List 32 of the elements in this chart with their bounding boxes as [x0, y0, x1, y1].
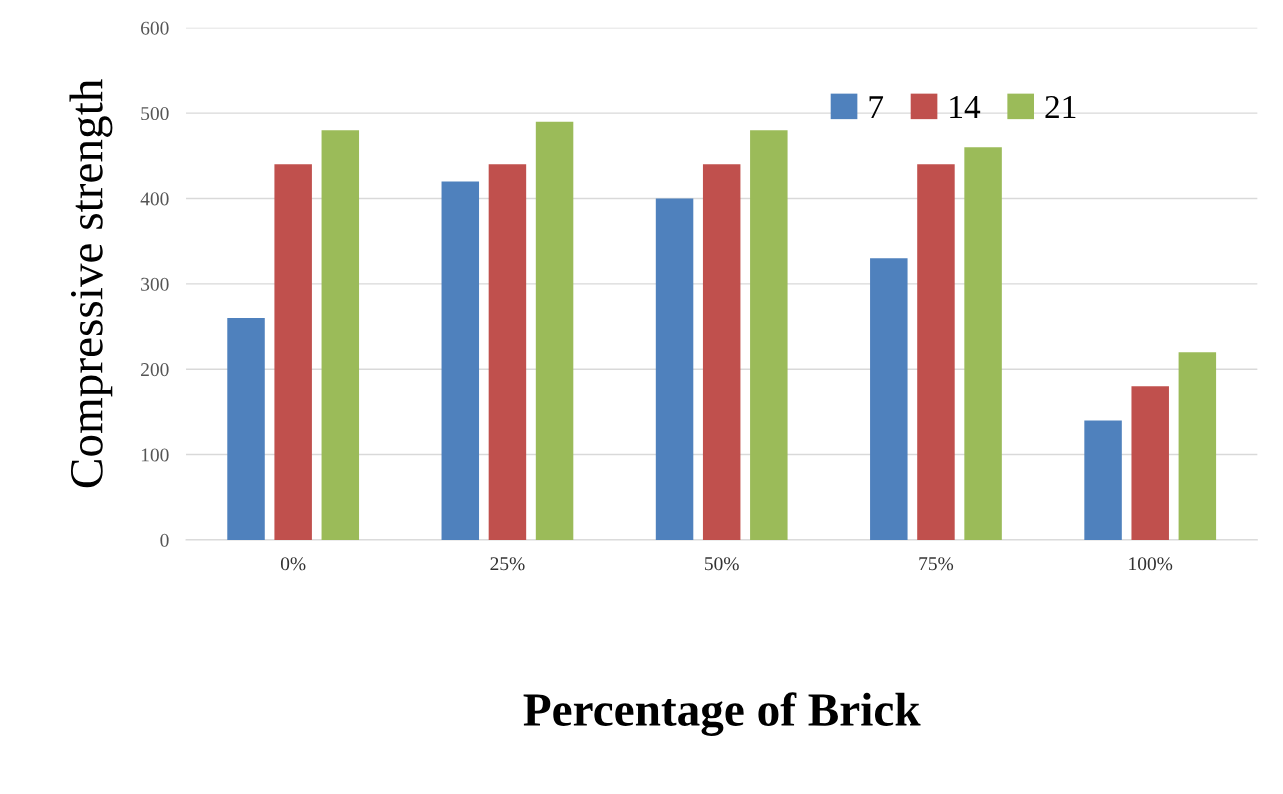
y-tick-label: 0: [160, 533, 169, 547]
y-tick-label: 400: [140, 192, 169, 206]
x-tick-label: 25%: [490, 557, 525, 571]
y-axis-title: Compressive strength: [69, 79, 113, 488]
x-tick-label: 50%: [705, 557, 739, 571]
legend-label: 21: [1045, 95, 1076, 118]
y-tick-label: 200: [141, 363, 169, 377]
bar: [964, 147, 1002, 540]
legend-label: 14: [950, 95, 981, 118]
x-axis-title: Percentage of Brick: [523, 692, 921, 736]
bar: [750, 130, 788, 540]
bar: [1131, 386, 1169, 540]
legend-label: 7: [869, 96, 884, 118]
y-tick-label: 300: [141, 277, 169, 291]
bar: [441, 181, 480, 540]
bar: [1084, 420, 1122, 540]
bar: [702, 164, 741, 540]
bar: [655, 198, 694, 540]
x-tick-label: 0%: [280, 557, 306, 571]
bar: [227, 318, 265, 540]
y-tick-label: 100: [141, 448, 169, 462]
bar: [870, 258, 908, 540]
bar: [488, 164, 527, 540]
bar: [321, 130, 360, 540]
y-tick-label: 500: [141, 106, 169, 121]
y-tick-label: 600: [141, 21, 169, 35]
bar: [1178, 352, 1217, 540]
bar: [535, 121, 574, 540]
x-tick-label: 100%: [1129, 557, 1173, 571]
x-tick-label: 75%: [919, 557, 954, 571]
bar: [917, 164, 955, 540]
bar: [274, 164, 312, 540]
